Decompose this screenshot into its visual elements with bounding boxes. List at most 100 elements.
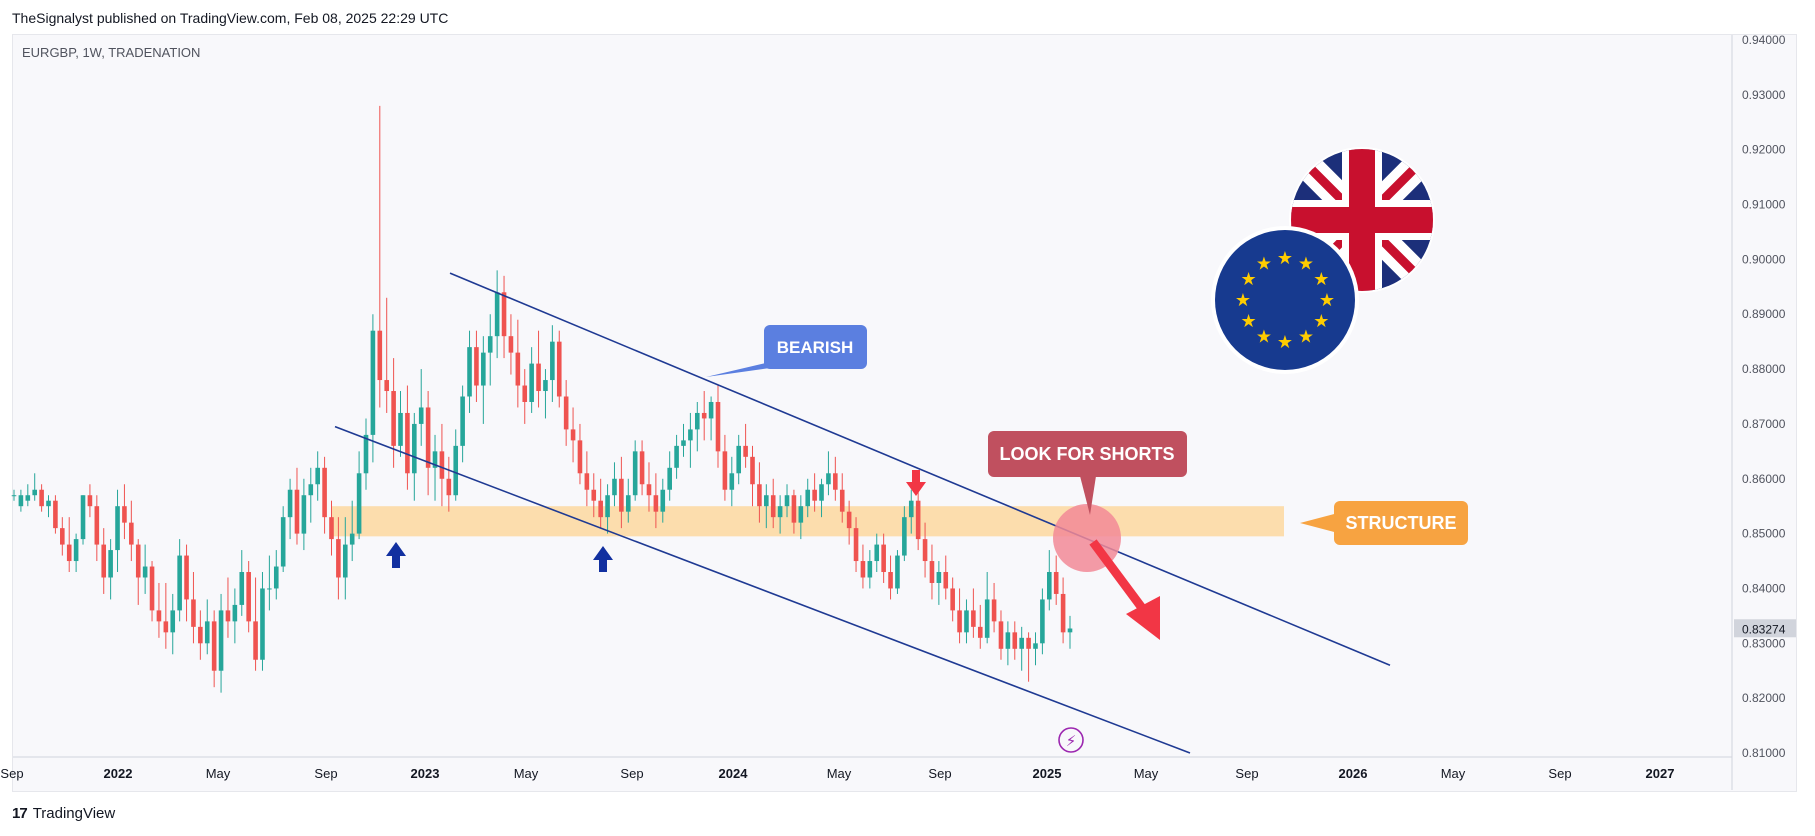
- candle-body: [53, 500, 58, 529]
- candle-body: [991, 599, 997, 622]
- candle-body: [149, 566, 155, 611]
- candle-body: [218, 610, 224, 671]
- last-price-badge: [1734, 619, 1796, 638]
- candle-body: [908, 500, 914, 518]
- eu-star-icon: ★: [1235, 290, 1251, 311]
- candle-body: [791, 495, 797, 523]
- price-tick-label: 0.84000: [1742, 581, 1786, 595]
- candle-body: [80, 495, 86, 540]
- lightning-icon[interactable]: ⚡: [1058, 727, 1084, 753]
- bearish-callout: BEARISH: [706, 325, 867, 377]
- candle-body: [453, 445, 459, 496]
- candle-body: [688, 429, 693, 441]
- candle-body: [577, 440, 583, 474]
- tradingview-logo: 17: [12, 805, 28, 822]
- price-tick-label: 0.81000: [1742, 746, 1786, 760]
- candle-body: [246, 572, 251, 622]
- time-tick-label: 2024: [719, 766, 749, 781]
- candle-body: [122, 506, 127, 523]
- candles: [11, 105, 1073, 693]
- candle-body: [605, 495, 610, 518]
- look-for-shorts-label: LOOK FOR SHORTS: [1000, 444, 1175, 464]
- candle-body: [494, 292, 500, 337]
- svg-text:⚡: ⚡: [1066, 732, 1077, 750]
- time-tick-label: Sep: [620, 766, 643, 781]
- candle-body: [764, 495, 769, 507]
- look-for-shorts-callout: LOOK FOR SHORTS: [988, 431, 1187, 515]
- candle-body: [826, 473, 831, 485]
- candle-body: [508, 336, 514, 353]
- candle-body: [522, 385, 528, 402]
- eu-star-icon: ★: [1313, 311, 1329, 332]
- candle-body: [156, 610, 162, 622]
- candle-body: [729, 473, 735, 490]
- uk-flag-icon: [1289, 147, 1435, 293]
- eu-star-icon: ★: [1277, 248, 1293, 269]
- candle-body: [646, 484, 652, 496]
- time-tick-label: Sep: [1235, 766, 1258, 781]
- candle-body: [881, 544, 886, 573]
- candle-body: [563, 396, 569, 430]
- candle-body: [653, 495, 659, 512]
- candle-body: [398, 412, 403, 446]
- candle-body: [819, 484, 824, 501]
- candle-body: [943, 572, 949, 589]
- candle-body: [984, 599, 990, 638]
- eu-star-icon: ★: [1313, 269, 1329, 290]
- candle-body: [1019, 637, 1024, 649]
- candle-body: [922, 539, 928, 562]
- eu-star-icon: ★: [1298, 254, 1314, 275]
- candle-body: [998, 621, 1004, 649]
- candle-body: [349, 533, 355, 545]
- candle-body: [591, 489, 597, 501]
- candle-body: [18, 495, 24, 507]
- candle-body: [481, 352, 486, 386]
- footer-branding[interactable]: 17 TradingView: [12, 805, 115, 822]
- price-tick-label: 0.92000: [1742, 143, 1786, 157]
- candle-body: [874, 544, 880, 562]
- candle-body: [425, 407, 431, 468]
- candle-body: [536, 363, 541, 392]
- price-tick-label: 0.94000: [1742, 33, 1786, 47]
- candle-body: [543, 380, 548, 392]
- price-tick-label: 0.82000: [1742, 691, 1786, 705]
- candle-body: [550, 341, 555, 381]
- eu-flag-icon: ★ ★★★★★★★★★★★: [1211, 226, 1359, 374]
- time-tick-label: May: [1134, 766, 1159, 781]
- candle-body: [336, 539, 341, 578]
- time-tick-label: May: [206, 766, 231, 781]
- candle-body: [467, 347, 472, 397]
- candle-body: [273, 566, 279, 589]
- candle-body: [329, 517, 334, 540]
- candle-body: [239, 572, 245, 605]
- candle-body: [674, 445, 679, 468]
- price-tick-label: 0.86000: [1742, 472, 1786, 486]
- candle-body: [363, 434, 369, 474]
- time-tick-label: May: [1441, 766, 1466, 781]
- candle-body: [432, 451, 438, 468]
- candle-body: [322, 467, 327, 518]
- candle-body: [108, 550, 113, 578]
- price-tick-label: 0.89000: [1742, 307, 1786, 321]
- candle-body: [722, 451, 728, 490]
- candle-body: [412, 423, 417, 474]
- candle-body: [25, 495, 31, 501]
- candle-body: [957, 610, 962, 633]
- red-down-arrow: [906, 470, 926, 496]
- candle-body: [253, 621, 258, 660]
- candle-body: [87, 495, 93, 507]
- candle-body: [342, 544, 348, 578]
- price-tick-label: 0.85000: [1742, 527, 1786, 541]
- candle-body: [867, 561, 873, 578]
- candle-body: [73, 539, 79, 562]
- candle-body: [929, 561, 935, 583]
- candle-body: [384, 380, 390, 392]
- candle-body: [184, 555, 189, 600]
- structure-label: STRUCTURE: [1346, 513, 1457, 533]
- candle-body: [405, 412, 410, 474]
- candle-body: [39, 489, 44, 507]
- chart-area[interactable]: [12, 34, 1797, 792]
- candle-body: [936, 572, 942, 583]
- candle-body: [515, 352, 521, 386]
